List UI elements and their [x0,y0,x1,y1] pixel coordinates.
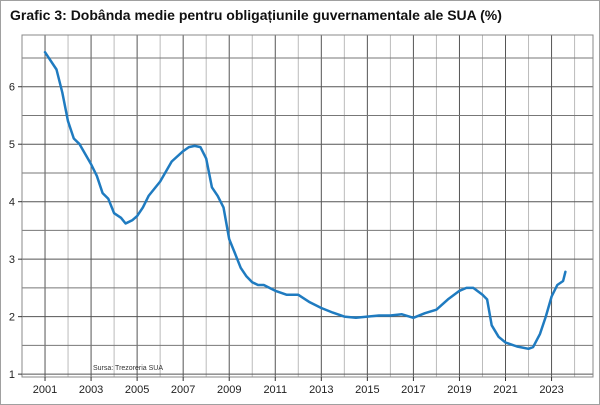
x-tick-label: 2007 [171,384,195,396]
y-tick-label: 6 [9,82,15,94]
y-tick-label: 1 [9,369,15,381]
x-tick-label: 2009 [217,384,241,396]
series-line [43,50,567,351]
x-tick-label: 2005 [125,384,149,396]
x-tick-label: 2011 [263,384,287,396]
x-tick-label: 2001 [33,384,57,396]
x-tick-label: 2015 [355,384,379,396]
y-tick-label: 5 [9,139,15,151]
y-tick-label: 4 [9,197,15,209]
x-tick-label: 2017 [401,384,425,396]
x-tick-label: 2013 [309,384,333,396]
x-tick-label: 2003 [79,384,103,396]
x-tick-label: 2019 [447,384,471,396]
y-tick-label: 2 [9,312,15,324]
x-tick-label: 2023 [539,384,563,396]
x-tick-label: 2021 [493,384,517,396]
source-note: Sursa: Trezoreria SUA [93,365,163,372]
y-tick-label: 3 [9,254,15,266]
chart-title: Grafic 3: Dobânda medie pentru obligațiu… [10,7,502,23]
plot-border [21,34,594,378]
